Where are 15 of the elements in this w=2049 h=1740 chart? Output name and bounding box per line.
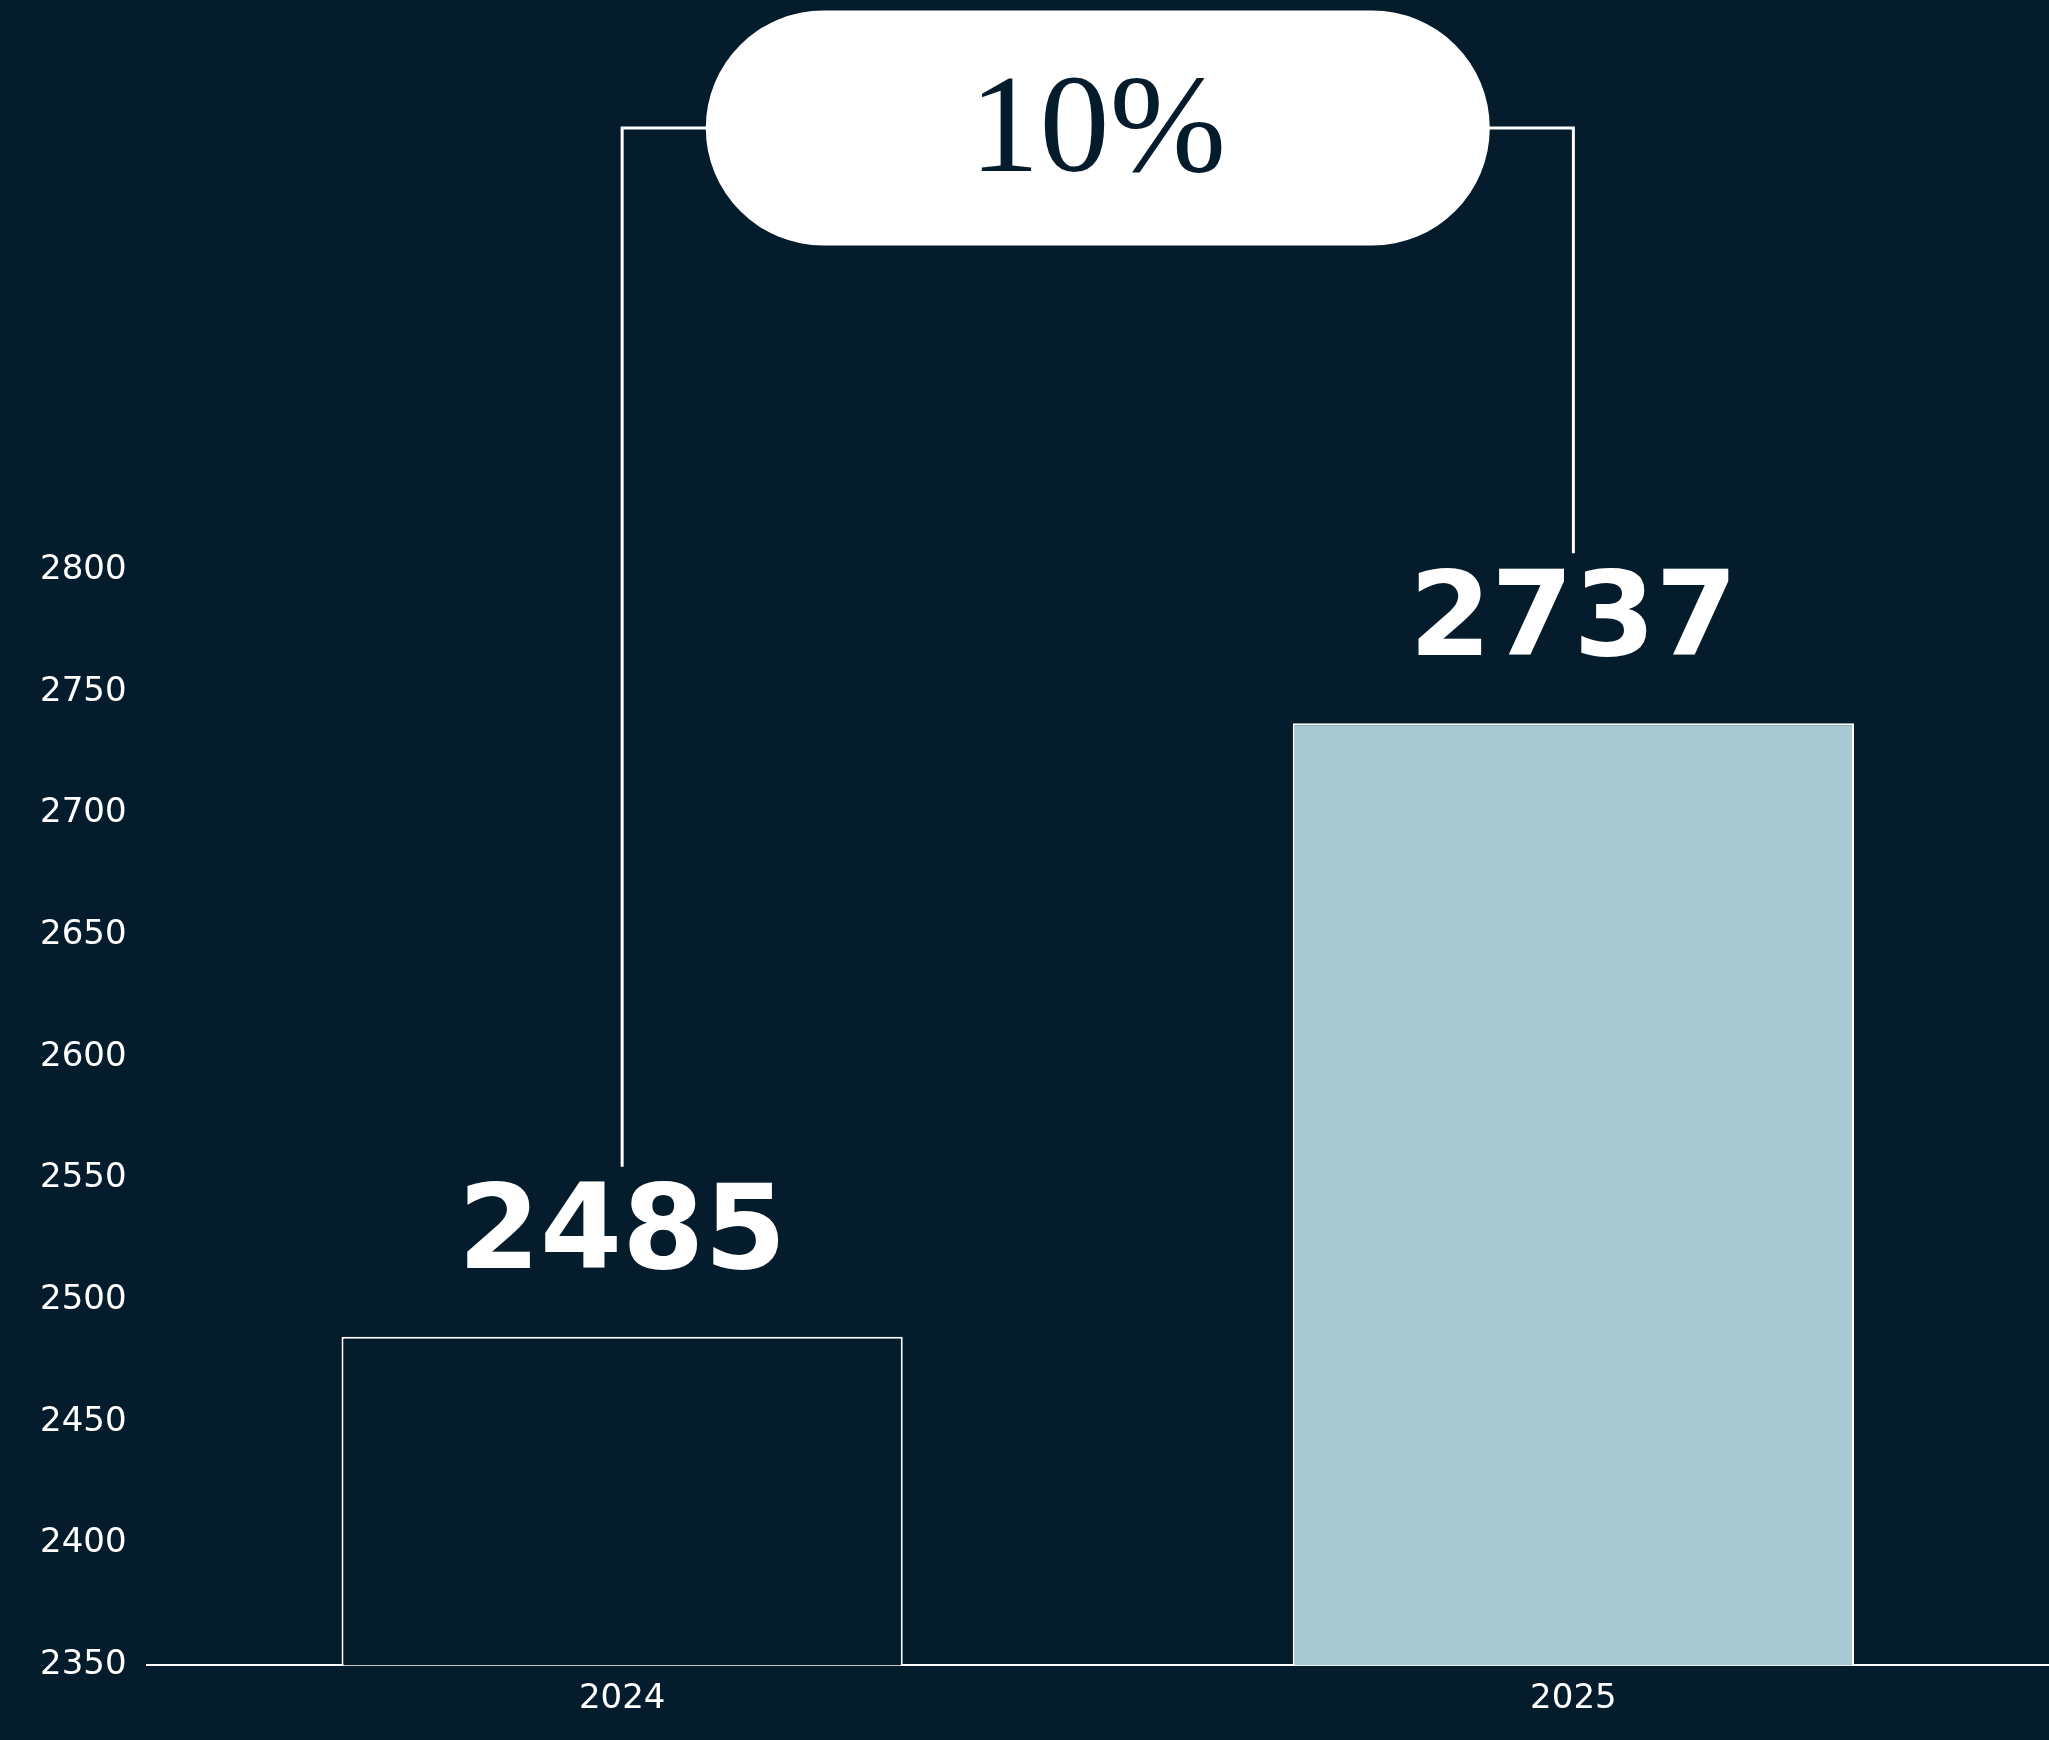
y-tick-label: 2400 bbox=[40, 1520, 127, 1561]
y-tick-label: 2350 bbox=[40, 1642, 127, 1683]
data-label: 2485 bbox=[457, 1158, 787, 1297]
x-tick-label: 2024 bbox=[578, 1676, 666, 1717]
y-tick-label: 2500 bbox=[40, 1276, 127, 1317]
x-tick-label: 2025 bbox=[1530, 1676, 1617, 1717]
y-tick-label: 2600 bbox=[40, 1033, 127, 1074]
y-tick-label: 2800 bbox=[40, 546, 127, 587]
y-tick-label: 2450 bbox=[40, 1398, 127, 1439]
data-label: 2737 bbox=[1409, 544, 1738, 683]
text: 10% bbox=[969, 45, 1227, 201]
y-tick-label: 2650 bbox=[40, 911, 127, 952]
y-tick-label: 2750 bbox=[40, 668, 127, 709]
y-tick-label: 2700 bbox=[40, 790, 127, 831]
y-tick-label: 2550 bbox=[40, 1155, 127, 1196]
